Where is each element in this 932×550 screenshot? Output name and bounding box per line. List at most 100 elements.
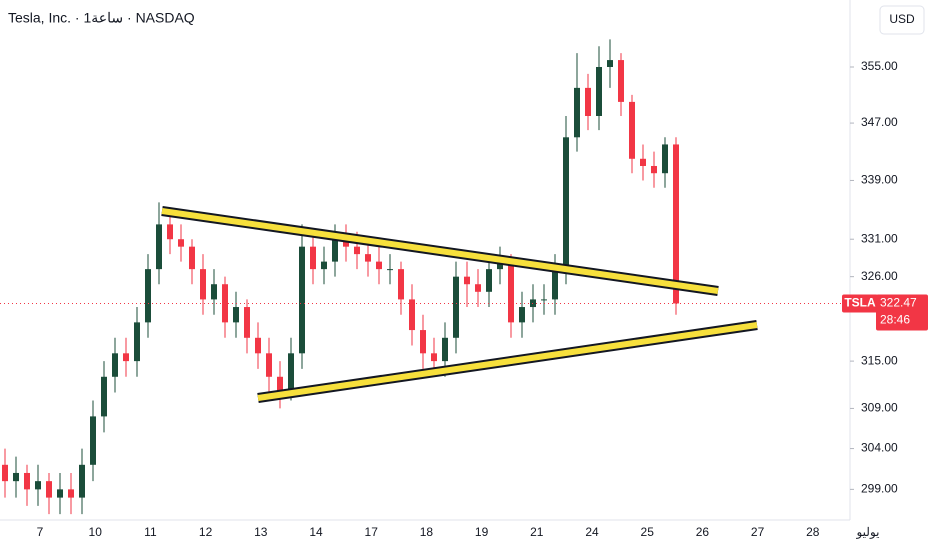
candle-body [288,353,294,393]
candle-body [508,261,514,323]
y-tick-label: 355.00 [861,59,898,73]
candle-body [57,489,63,498]
candle-body [211,284,217,300]
candle-body [387,269,393,271]
trendline-upper [161,206,719,296]
candle-body [376,261,382,270]
candle-body [233,307,239,323]
candle-body [365,254,371,262]
y-tick-label: 299.00 [861,482,898,496]
y-tick-label: 304.00 [861,441,898,455]
candle-body [255,337,261,354]
candle-body [244,307,250,338]
candle-body [79,464,85,498]
candle-body [46,481,52,498]
candle-body [343,239,349,247]
candle-body [563,137,569,270]
candle-body [673,144,679,304]
candle-body [475,284,481,292]
x-tick-label: 10 [89,525,103,539]
candle-body [442,337,448,362]
candles [2,39,679,515]
candle-body [629,101,635,159]
y-tick-label: 339.00 [861,173,898,187]
candle-body [585,87,591,116]
candle-body [574,87,580,138]
candle-body [530,299,536,308]
x-tick-label: يوليو [855,525,879,539]
candle-body [90,416,96,465]
countdown: 28:46 [880,313,910,327]
candle-body [123,353,129,362]
candle-body [398,269,404,300]
candle-body [200,269,206,300]
symbol-label: TSLA [844,296,876,310]
price-label: 322.47 [880,296,917,310]
candle-body [409,299,415,331]
candle-body [321,261,327,270]
candle-body [13,472,19,482]
x-tick-label: 11 [144,525,157,539]
y-tick-label: 326.00 [861,269,898,283]
x-tick-label: 17 [365,525,379,539]
y-tick-label: 347.00 [861,115,898,129]
candle-body [640,158,646,166]
candle-body [310,246,316,270]
candle-body [145,269,151,323]
candle-body [24,472,30,490]
trendline-lower [257,320,758,403]
candle-body [332,239,338,262]
candle-body [486,269,492,292]
candle-body [68,489,74,498]
y-tick-label: 315.00 [861,353,898,367]
x-tick-label: 7 [37,525,44,539]
candle-body [519,307,525,323]
candle-body [266,353,272,377]
x-tick-label: 12 [199,525,213,539]
y-tick-label: 309.00 [861,401,898,415]
candle-body [134,322,140,362]
trendline [257,322,758,401]
currency-button[interactable] [879,5,925,35]
candle-body [167,224,173,240]
candle-body [662,144,668,174]
candle-body [596,66,602,116]
candle-body [651,165,657,174]
candle-body [431,353,437,362]
x-tick-label: 27 [751,525,765,539]
candle-body [2,464,8,482]
candle-body [552,269,558,300]
x-tick-label: 13 [254,525,268,539]
price-label-bg [876,294,928,331]
candle-body [541,299,547,301]
x-tick-label: 26 [696,525,710,539]
candle-body [178,239,184,247]
candle-body [277,376,283,393]
candle-body [222,284,228,323]
candle-body [35,481,41,490]
candle-body [607,60,613,67]
x-tick-label: 25 [641,525,655,539]
candle-body [497,261,503,270]
chart-title: Tesla, Inc. · 1ساعة · NASDAQ [8,10,195,26]
x-tick-label: 28 [806,525,820,539]
candle-body [464,276,470,285]
candle-body [618,60,624,102]
candle-body [420,330,426,354]
candle-body [101,376,107,417]
x-tick-label: 21 [530,525,544,539]
candle-body [189,246,195,270]
x-tick-label: 24 [585,525,599,539]
candle-body [453,276,459,338]
symbol-label-bg [842,294,878,313]
y-tick-label: 331.00 [861,231,898,245]
x-tick-label: 19 [475,525,489,539]
x-tick-label: 18 [420,525,434,539]
currency[interactable]: USD [889,12,915,26]
trendline [161,208,719,294]
candle-body [354,246,360,255]
candle-body [156,224,162,270]
candle-body [299,246,305,354]
